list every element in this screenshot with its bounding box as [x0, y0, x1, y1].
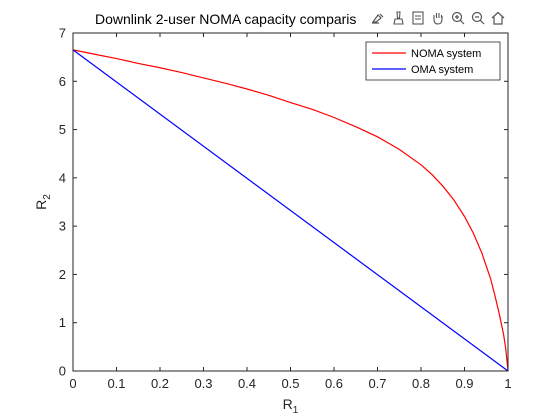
- x-tick-label: 0.6: [325, 376, 343, 391]
- x-tick-label: 0: [69, 376, 76, 391]
- y-tick-label: 2: [59, 267, 66, 282]
- legend-label-oma: OMA system: [411, 64, 473, 76]
- x-tick-label: 0.5: [281, 376, 299, 391]
- y-tick-label: 1: [59, 315, 66, 330]
- datatip-icon: [411, 11, 424, 25]
- y-axis-label: R2: [33, 194, 53, 210]
- series-line-oma: [72, 49, 509, 372]
- zoom-out-icon: [471, 11, 484, 25]
- pan-icon: [432, 13, 443, 25]
- x-tick-label: 0.7: [368, 376, 386, 391]
- y-tick-label: 6: [59, 74, 66, 89]
- x-tick-label: 0.1: [107, 376, 125, 391]
- brush-button[interactable]: [388, 9, 407, 28]
- export-button[interactable]: [368, 9, 387, 28]
- y-tick-label: 5: [59, 122, 66, 137]
- pan-button[interactable]: [428, 9, 447, 28]
- x-tick-label: 0.3: [194, 376, 212, 391]
- x-tick-label: 0.4: [238, 376, 256, 391]
- x-tick-label: 0.9: [455, 376, 473, 391]
- y-tick-label: 7: [59, 26, 66, 41]
- x-axis-label-main: R: [283, 396, 293, 412]
- y-axis-label-main: R: [33, 200, 49, 210]
- plot-area: 0 0.1 0.2 0.3 0.4 0.5 0.6 0.7 0.8 0.9 1 0 1 2 3 4 5 6 7 Dow…: [33, 11, 512, 416]
- x-tick-label: 0.8: [412, 376, 430, 391]
- home-icon: [491, 11, 504, 25]
- legend-label-noma: NOMA system: [411, 48, 481, 60]
- y-tick-label: 4: [59, 170, 66, 185]
- axes-background: [73, 33, 508, 371]
- x-tick-label: 0.2: [151, 376, 169, 391]
- series-line-noma: [72, 49, 509, 372]
- x-axis-label-subscript: 1: [293, 405, 299, 416]
- brush-icon: [392, 11, 404, 25]
- axes-toolbar: [368, 8, 507, 28]
- x-axis-label: R1: [283, 396, 299, 416]
- y-tick-label: 0: [59, 364, 66, 379]
- x-tick-label: 1: [504, 376, 511, 391]
- chart-title: Downlink 2-user NOMA capacity comparis: [95, 11, 356, 27]
- y-axis-label-subscript: 2: [42, 194, 53, 200]
- legend-box[interactable]: [365, 41, 501, 81]
- export-icon: [371, 13, 383, 24]
- datatip-button[interactable]: [408, 9, 427, 28]
- zoom-in-icon: [451, 11, 464, 25]
- home-button[interactable]: [488, 9, 507, 28]
- zoom-out-button[interactable]: [468, 9, 487, 28]
- zoom-in-button[interactable]: [448, 9, 467, 28]
- y-tick-label: 3: [59, 219, 66, 234]
